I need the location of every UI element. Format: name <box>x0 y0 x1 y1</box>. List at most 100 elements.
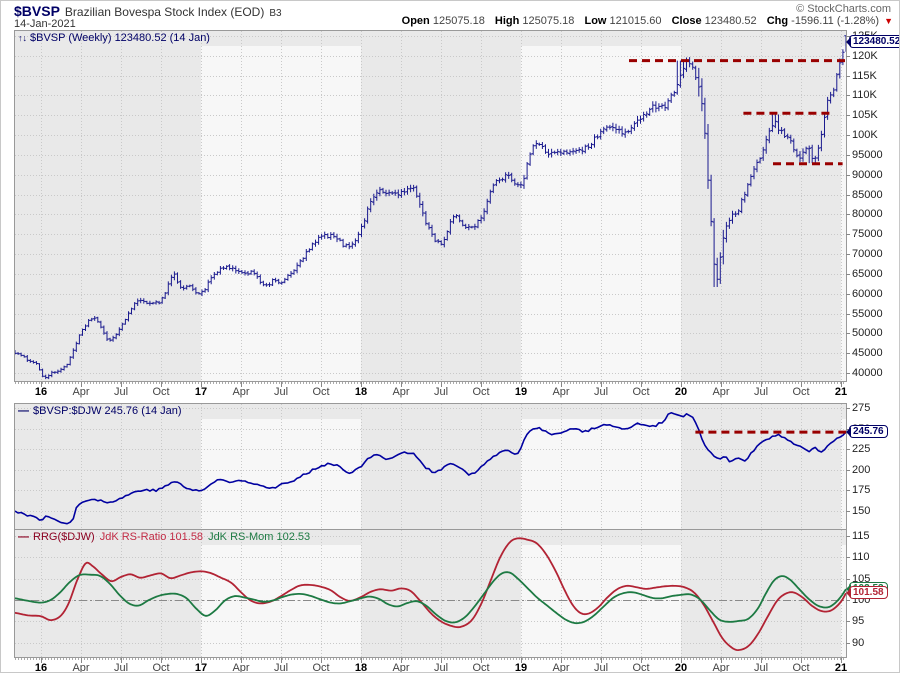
price-panel-legend[interactable]: ↑↓ $BVSP (Weekly) 123480.52 (14 Jan) <box>18 32 210 44</box>
price-legend-text: $BVSP (Weekly) 123480.52 (14 Jan) <box>30 32 210 44</box>
y-axis-label: 45000 <box>852 347 883 359</box>
y-axis-tick <box>846 408 850 409</box>
rs-ratio-value-bubble: 101.58 <box>849 586 888 599</box>
rrg-panel[interactable]: — RRG($DJW) JdK RS-Ratio 101.58 JdK RS-Mom … <box>14 529 847 658</box>
y-axis-tick <box>846 135 850 136</box>
y-axis-label: 55000 <box>852 308 883 320</box>
x-axis-label: Jul <box>433 386 449 398</box>
quote-date: 14-Jan-2021 <box>14 18 76 30</box>
price-panel-legend-strip <box>15 31 846 46</box>
y-axis-tick <box>846 115 850 116</box>
x-axis-label: 19 <box>514 662 528 673</box>
x-axis-label: Oct <box>792 662 810 673</box>
y-axis-label: 40000 <box>852 367 883 379</box>
x-axis-label: 18 <box>354 386 368 398</box>
y-axis-tick <box>846 95 850 96</box>
x-axis-label: 18 <box>354 662 368 673</box>
x-axis-tick <box>281 658 282 663</box>
x-axis-label: Oct <box>152 662 170 673</box>
x-axis-label: Oct <box>632 662 650 673</box>
x-axis-label: 20 <box>674 386 688 398</box>
y-axis-tick <box>846 175 850 176</box>
ratio-chart-svg <box>15 404 846 529</box>
y-axis-tick <box>846 490 850 491</box>
x-axis-label: Apr <box>232 386 250 398</box>
copyright-label[interactable]: © StockCharts.com <box>796 3 891 15</box>
x-axis-label: Apr <box>712 386 730 398</box>
y-axis-label: 225 <box>852 443 871 455</box>
x-axis-tick <box>161 382 162 387</box>
x-axis-tick <box>761 658 762 663</box>
ratio-panel-legend[interactable]: — $BVSP:$DJW 245.76 (14 Jan) <box>18 405 182 417</box>
instrument-title: Brazilian Bovespa Stock Index (EOD) <box>64 5 265 19</box>
price-value-bubble: 123480.52 <box>849 35 899 48</box>
x-axis-tick <box>281 382 282 387</box>
x-axis-tick <box>801 658 802 663</box>
x-axis-label: Oct <box>152 386 170 398</box>
y-axis-label: 90 <box>852 637 865 649</box>
y-axis-label: 150 <box>852 505 871 517</box>
x-axis-label: 16 <box>34 662 48 673</box>
y-axis-label: 175 <box>852 484 871 496</box>
right-price-axis: 40000 45000 50000 55000 60000 65000 70000 75000… <box>846 1 899 672</box>
x-axis-tick <box>401 658 402 663</box>
x-axis-label: Jul <box>753 662 769 673</box>
x-axis-label: Jul <box>273 662 289 673</box>
y-axis-label: 100K <box>852 129 878 141</box>
x-axis-tick <box>681 658 682 663</box>
x-axis-tick <box>161 658 162 663</box>
x-axis-tick <box>81 382 82 387</box>
updown-arrows-icon: ↑↓ <box>18 33 27 43</box>
x-axis-tick <box>441 658 442 663</box>
x-axis-label: 17 <box>194 386 208 398</box>
x-axis-tick <box>841 382 842 387</box>
weekly-tick-strip <box>15 658 846 660</box>
x-axis-label: 21 <box>834 386 848 398</box>
x-axis-label: Oct <box>312 662 330 673</box>
y-axis-label: 65000 <box>852 268 883 280</box>
y-axis-tick <box>846 557 850 558</box>
rs-mom-legend-text: JdK RS-Mom 102.53 <box>208 531 311 543</box>
x-axis-tick <box>81 658 82 663</box>
y-axis-tick <box>846 314 850 315</box>
y-axis-tick <box>846 643 850 644</box>
x-axis-label: 16 <box>34 386 48 398</box>
y-axis-tick <box>846 155 850 156</box>
x-axis-tick <box>561 382 562 387</box>
y-axis-label: 110 <box>852 551 870 563</box>
x-axis-tick <box>321 658 322 663</box>
chart-header: $BVSP Brazilian Bovespa Stock Index (EOD)… <box>14 3 282 21</box>
x-axis-tick <box>761 382 762 387</box>
y-axis-tick <box>846 579 850 580</box>
ratio-panel[interactable]: — $BVSP:$DJW 245.76 (14 Jan) <box>14 403 847 530</box>
x-axis-tick <box>521 382 522 387</box>
y-axis-label: 80000 <box>852 208 883 220</box>
ohlc-quote-bar: Open 125075.18 High 125075.18 Low 121015… <box>395 15 893 27</box>
y-axis-label: 105K <box>852 109 878 121</box>
y-axis-tick <box>846 373 850 374</box>
y-axis-label: 115K <box>852 70 877 82</box>
x-axis-label: Apr <box>712 662 730 673</box>
ratio-legend-text: $BVSP:$DJW 245.76 (14 Jan) <box>33 405 182 417</box>
rrg-panel-legend[interactable]: — RRG($DJW) JdK RS-Ratio 101.58 JdK RS-Mom … <box>18 531 310 543</box>
y-axis-tick <box>846 621 850 622</box>
ratio-panel-legend-strip <box>15 404 846 419</box>
y-axis-label: 95 <box>852 615 865 627</box>
rs-ratio-legend-text: JdK RS-Ratio 101.58 <box>99 531 204 543</box>
y-axis-label: 120K <box>852 50 878 62</box>
x-axis-tick <box>401 382 402 387</box>
rrg-chart-svg <box>15 530 846 657</box>
x-axis-label: Apr <box>552 386 570 398</box>
x-axis-label: Jul <box>593 386 609 398</box>
y-axis-tick <box>846 536 850 537</box>
price-panel[interactable]: ↑↓ $BVSP (Weekly) 123480.52 (14 Jan) <box>14 30 847 382</box>
x-axis-tick <box>561 658 562 663</box>
open-value: 125075.18 <box>432 15 485 27</box>
weekly-tick-strip <box>15 382 846 384</box>
y-axis-label: 90000 <box>852 169 883 181</box>
x-axis-tick <box>361 658 362 663</box>
low-label: Low <box>584 15 607 27</box>
y-axis-label: 200 <box>852 464 871 476</box>
x-axis-tick <box>681 382 682 387</box>
